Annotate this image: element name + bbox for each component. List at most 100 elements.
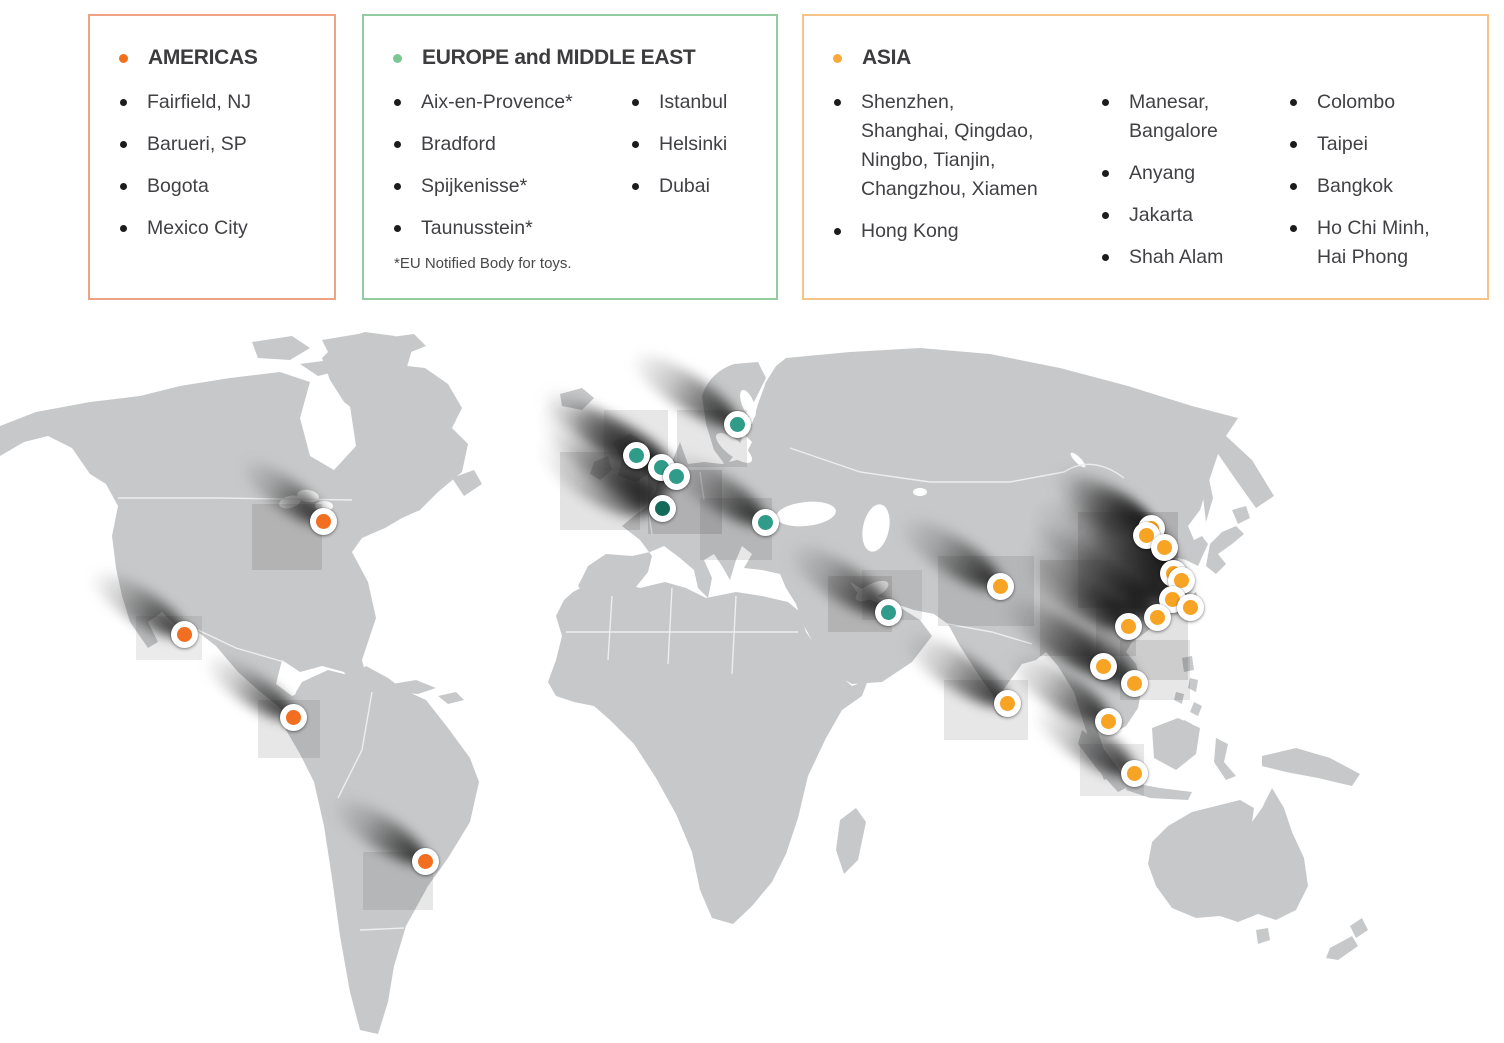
- americas-dot-icon: [285, 709, 301, 725]
- landmass-sulawesi: [1214, 738, 1236, 780]
- city-label: Colombo: [1317, 91, 1396, 113]
- legend-column: Shenzhen, Shanghai, Qingdao, Ningbo, Tia…: [830, 88, 1098, 259]
- item-bullet-icon: [394, 99, 401, 106]
- legend-columns: Shenzhen, Shanghai, Qingdao, Ningbo, Tia…: [830, 88, 1473, 285]
- location-marker-bogota: [279, 703, 307, 731]
- city-label: Bangkok: [1317, 175, 1393, 197]
- americas-dot-icon: [176, 626, 192, 642]
- location-marker-asia-14: [1094, 707, 1122, 735]
- legend-item: Dubai: [628, 172, 727, 201]
- city-label: Bradford: [421, 133, 496, 155]
- legend-box-americas: AMERICAS Fairfield, NJ Barueri, SP Bogota Me…: [88, 14, 336, 300]
- city-label: Taunusstein*: [421, 217, 533, 239]
- landmass-north-america: [0, 362, 468, 766]
- legend-item: Fairfield, NJ: [116, 88, 251, 117]
- legend-column: Aix-en-Provence* Bradford Spijkenisse* Taun…: [390, 88, 628, 256]
- location-marker-dubai: [874, 598, 902, 626]
- location-marker-asia-7: [1176, 593, 1204, 621]
- asia-dot-icon: [1100, 713, 1116, 729]
- legend-item: Manesar, Bangalore: [1098, 88, 1286, 146]
- world-map: [0, 330, 1504, 1043]
- city-label: Bogota: [147, 175, 209, 197]
- item-bullet-icon: [394, 141, 401, 148]
- asia-dot-icon: [992, 578, 1008, 594]
- landmass-borneo: [1152, 718, 1200, 770]
- item-bullet-icon: [1102, 99, 1109, 106]
- legend-item: Colombo: [1286, 88, 1430, 117]
- location-marker-asia-9: [1114, 612, 1142, 640]
- region-title: ASIA: [862, 46, 911, 69]
- city-label: Barueri, SP: [147, 133, 247, 155]
- city-label: Hong Kong: [861, 220, 959, 242]
- legend-column: Fairfield, NJ Barueri, SP Bogota Mexico Cit…: [116, 88, 251, 256]
- city-label: Manesar, Bangalore: [1129, 91, 1218, 142]
- legend-columns: Aix-en-Provence* Bradford Spijkenisse* Taun…: [390, 88, 762, 256]
- legend-column: Manesar, Bangalore Anyang Jakarta Shah Alam: [1098, 88, 1286, 285]
- location-marker-asia-3: [1150, 533, 1178, 561]
- legend-column: Colombo Taipei Bangkok Ho Chi Minh, Hai Pho…: [1286, 88, 1430, 285]
- asia-dot-icon: [1182, 599, 1198, 615]
- region-bullet-icon: [393, 54, 402, 63]
- asia-dot-icon: [1138, 527, 1154, 543]
- city-label: Mexico City: [147, 217, 248, 239]
- legend-item: Hong Kong: [830, 217, 1098, 246]
- item-bullet-icon: [120, 141, 127, 148]
- region-bullet-icon: [119, 54, 128, 63]
- city-label: Ho Chi Minh, Hai Phong: [1317, 217, 1430, 268]
- location-marker-taunusstein: [662, 462, 690, 490]
- location-marker-bradford: [622, 441, 650, 469]
- item-bullet-icon: [1290, 141, 1297, 148]
- legend-column: Istanbul Helsinki Dubai: [628, 88, 727, 214]
- item-bullet-icon: [1290, 225, 1297, 232]
- item-bullet-icon: [120, 183, 127, 190]
- legend-box-content: EUROPE and MIDDLE EAST Aix-en-Provence* Br…: [390, 46, 762, 284]
- asia-dot-icon: [1095, 658, 1111, 674]
- landmass-madagascar: [836, 808, 866, 874]
- city-label: Taipei: [1317, 133, 1368, 155]
- asia-dot-icon: [1120, 618, 1136, 634]
- legend-item: Bangkok: [1286, 172, 1430, 201]
- asia-dot-icon: [1156, 539, 1172, 555]
- europe-dot-icon: [729, 416, 745, 432]
- location-marker-mexico-city: [170, 620, 198, 648]
- location-marker-barueri-sp: [411, 847, 439, 875]
- europe-dot-icon: [880, 604, 896, 620]
- americas-dot-icon: [315, 513, 331, 529]
- location-marker-fairfield-nj: [309, 507, 337, 535]
- legend-title-row: ASIA: [830, 46, 1473, 70]
- legend-item: Aix-en-Provence*: [390, 88, 628, 117]
- legend-item: Bogota: [116, 172, 251, 201]
- location-marker-helsinki: [723, 410, 751, 438]
- item-bullet-icon: [1102, 254, 1109, 261]
- city-label: Shah Alam: [1129, 246, 1224, 268]
- legend-item: Mexico City: [116, 214, 251, 243]
- city-label: Istanbul: [659, 91, 728, 113]
- region-title: EUROPE and MIDDLE EAST: [422, 46, 696, 69]
- landmass-caribbean: [380, 680, 464, 704]
- legend-item: Anyang: [1098, 159, 1286, 188]
- city-label: Dubai: [659, 175, 710, 197]
- item-bullet-icon: [120, 225, 127, 232]
- landmass-japan: [1202, 474, 1250, 574]
- legend-box-content: AMERICAS Fairfield, NJ Barueri, SP Bogota Me…: [116, 46, 320, 284]
- asia-dot-icon: [1173, 572, 1189, 588]
- city-label: Spijkenisse*: [421, 175, 528, 197]
- city-label: Anyang: [1129, 162, 1196, 184]
- legend-item: Spijkenisse*: [390, 172, 628, 201]
- region-title: AMERICAS: [148, 46, 258, 69]
- legend-item: Shenzhen, Shanghai, Qingdao, Ningbo, Tia…: [830, 88, 1098, 204]
- location-marker-asia-12: [1089, 652, 1117, 680]
- item-bullet-icon: [834, 228, 841, 235]
- item-bullet-icon: [632, 141, 639, 148]
- legend-item: Helsinki: [628, 130, 727, 159]
- legend-item: Barueri, SP: [116, 130, 251, 159]
- item-bullet-icon: [1102, 170, 1109, 177]
- item-bullet-icon: [1290, 99, 1297, 106]
- asia-dot-icon: [1164, 591, 1180, 607]
- legend-item: Taunusstein*: [390, 214, 628, 243]
- item-bullet-icon: [834, 99, 841, 106]
- legend-footnote: *EU Notified Body for toys.: [394, 255, 572, 272]
- legend-item: Taipei: [1286, 130, 1430, 159]
- landmass-newfoundland: [452, 470, 482, 496]
